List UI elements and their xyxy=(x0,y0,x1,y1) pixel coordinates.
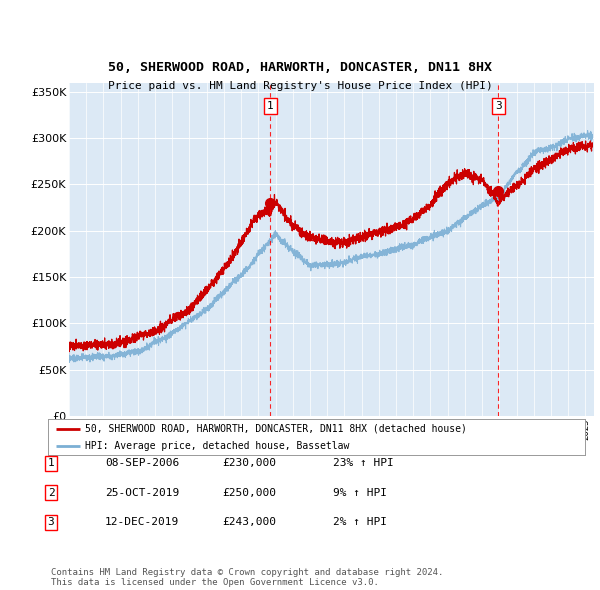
Text: 2% ↑ HPI: 2% ↑ HPI xyxy=(333,517,387,527)
Text: 2: 2 xyxy=(47,488,55,497)
Text: 25-OCT-2019: 25-OCT-2019 xyxy=(105,488,179,497)
Text: 1: 1 xyxy=(267,101,274,111)
Text: Contains HM Land Registry data © Crown copyright and database right 2024.: Contains HM Land Registry data © Crown c… xyxy=(51,568,443,577)
Text: 9% ↑ HPI: 9% ↑ HPI xyxy=(333,488,387,497)
Text: 08-SEP-2006: 08-SEP-2006 xyxy=(105,458,179,468)
Text: This data is licensed under the Open Government Licence v3.0.: This data is licensed under the Open Gov… xyxy=(51,578,379,587)
Text: 50, SHERWOOD ROAD, HARWORTH, DONCASTER, DN11 8HX (detached house): 50, SHERWOOD ROAD, HARWORTH, DONCASTER, … xyxy=(85,424,466,434)
Text: 12-DEC-2019: 12-DEC-2019 xyxy=(105,517,179,527)
Text: 50, SHERWOOD ROAD, HARWORTH, DONCASTER, DN11 8HX: 50, SHERWOOD ROAD, HARWORTH, DONCASTER, … xyxy=(108,61,492,74)
Text: HPI: Average price, detached house, Bassetlaw: HPI: Average price, detached house, Bass… xyxy=(85,441,349,451)
Text: £230,000: £230,000 xyxy=(222,458,276,468)
Text: £243,000: £243,000 xyxy=(222,517,276,527)
Text: 23% ↑ HPI: 23% ↑ HPI xyxy=(333,458,394,468)
Text: Price paid vs. HM Land Registry's House Price Index (HPI): Price paid vs. HM Land Registry's House … xyxy=(107,81,493,91)
Text: £250,000: £250,000 xyxy=(222,488,276,497)
Text: 3: 3 xyxy=(495,101,502,111)
Text: 3: 3 xyxy=(47,517,55,527)
Text: 1: 1 xyxy=(47,458,55,468)
